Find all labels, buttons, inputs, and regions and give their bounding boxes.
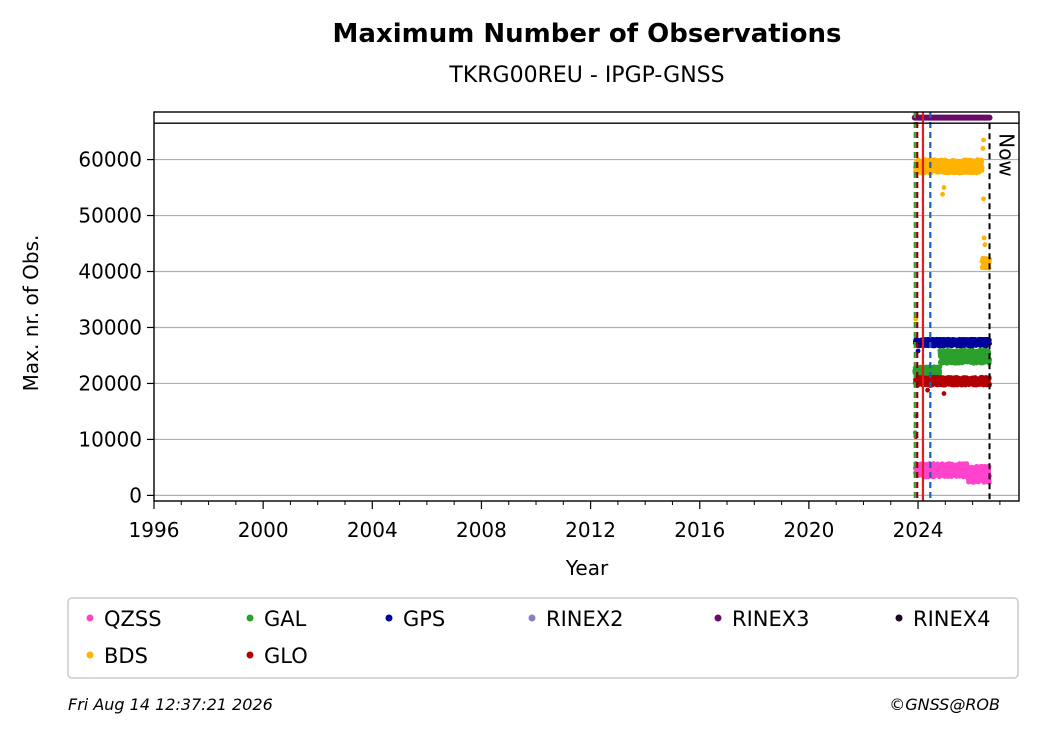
chart-subtitle: TKRG00REU - IPGP-GNSS <box>448 63 724 88</box>
series-outlier <box>940 191 945 197</box>
footer-timestamp: Fri Aug 14 12:37:21 2026 <box>68 695 273 714</box>
x-tick-label: 1996 <box>129 518 180 542</box>
legend-item-gps: GPS <box>385 607 445 631</box>
legend-marker <box>246 614 254 622</box>
legend-label: BDS <box>104 644 148 668</box>
y-axis-label: Max. nr. of Obs. <box>19 235 43 392</box>
legend-label: GPS <box>403 607 445 631</box>
series-point <box>937 370 943 375</box>
series-bds <box>912 137 992 322</box>
series-point <box>986 337 992 343</box>
y-tick-label: 60000 <box>78 148 142 172</box>
series-point <box>937 364 943 370</box>
axes-frame <box>153 111 1020 502</box>
legend-marker <box>714 614 722 622</box>
legend-item-gal: GAL <box>246 607 307 631</box>
x-tick-label: 2008 <box>456 518 507 542</box>
chart-title: Maximum Number of Observations <box>333 19 842 49</box>
y-tick-label: 40000 <box>78 260 142 284</box>
legend-label: RINEX4 <box>913 607 991 631</box>
legend-marker <box>895 614 903 622</box>
y-tick-label: 20000 <box>78 371 142 395</box>
series-outlier <box>941 185 947 190</box>
series-point <box>979 159 985 165</box>
series-outlier <box>941 391 947 396</box>
legend-frame <box>67 597 1019 679</box>
series-outlier <box>981 196 986 202</box>
legend-label: GLO <box>264 644 308 668</box>
series-outlier <box>981 235 987 241</box>
legend-marker <box>528 614 536 622</box>
series-gps <box>912 336 992 419</box>
legend-label: QZSS <box>104 607 162 631</box>
x-tick-label: 2020 <box>783 518 834 542</box>
series-gal <box>912 347 992 436</box>
series-outlier <box>980 145 986 151</box>
legend-item-bds: BDS <box>86 644 148 668</box>
legend-item-glo: GLO <box>246 644 308 668</box>
series-point <box>987 257 992 263</box>
legend-item-qzss: QZSS <box>86 607 162 631</box>
x-tick-label: 2016 <box>674 518 725 542</box>
series-outlier <box>981 137 986 143</box>
series-outlier <box>982 242 988 248</box>
series-point <box>986 480 992 485</box>
x-tick-label: 2000 <box>238 518 289 542</box>
now-label: Now <box>995 133 1019 177</box>
legend-marker <box>86 614 94 622</box>
x-tick-label: 2004 <box>347 518 398 542</box>
series-outlier <box>925 387 930 393</box>
y-tick-label: 10000 <box>78 427 142 451</box>
legend: QZSS GAL GPS RINEX2 RINEX3 RINEX4 BDS GLO <box>67 597 1019 679</box>
series-point <box>979 165 985 171</box>
y-tick-label: 50000 <box>78 204 142 228</box>
series-qzss <box>912 461 992 485</box>
x-tick-label: 2024 <box>893 518 944 542</box>
y-tick-label: 30000 <box>78 315 142 339</box>
legend-item-rinex3: RINEX3 <box>714 607 810 631</box>
x-tick-label: 2012 <box>565 518 616 542</box>
legend-item-rinex4: RINEX4 <box>895 607 991 631</box>
legend-label: RINEX2 <box>546 607 624 631</box>
legend-item-rinex2: RINEX2 <box>528 607 624 631</box>
footer-copyright: ©GNSS@ROB <box>889 695 1000 714</box>
series-glo <box>912 374 992 440</box>
x-axis-label: Year <box>565 556 609 580</box>
legend-marker <box>86 651 94 659</box>
legend-label: RINEX3 <box>732 607 810 631</box>
legend-marker <box>385 614 393 622</box>
y-tick-label: 0 <box>129 483 142 507</box>
plot-area: 0 10000 20000 30000 40000 50000 60000 1996 2000 2… <box>78 111 1020 542</box>
series-point <box>987 357 992 362</box>
legend-marker <box>246 651 254 659</box>
legend-label: GAL <box>264 607 307 631</box>
